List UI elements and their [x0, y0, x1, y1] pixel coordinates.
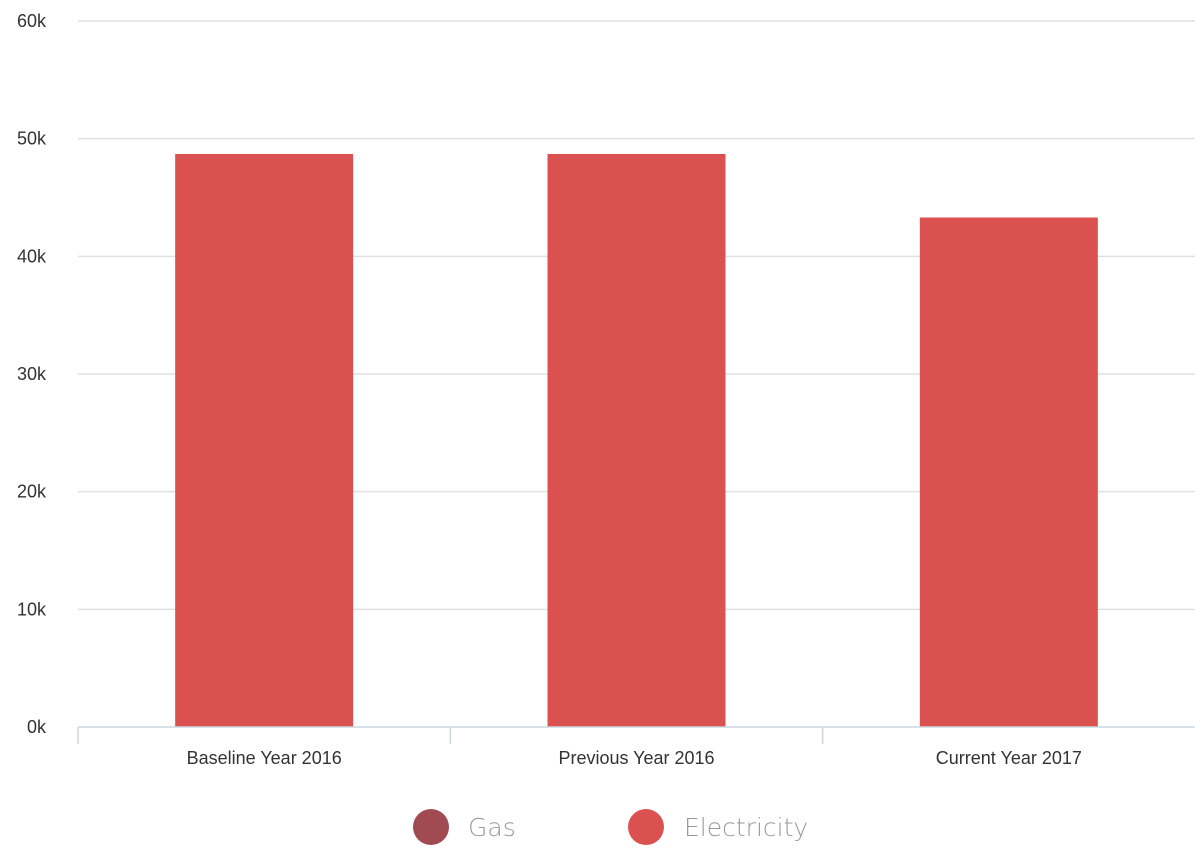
y-tick-label: 50k [17, 129, 47, 149]
y-tick-label: 30k [17, 364, 47, 384]
legend-label: Electricity [684, 813, 808, 842]
y-tick-label: 40k [17, 246, 47, 266]
legend-item-electricity[interactable]: Electricity [628, 809, 808, 845]
legend-item-gas[interactable]: Gas [413, 809, 516, 845]
bar-electricity[interactable] [919, 217, 1098, 727]
x-axis-tick-labels: Baseline Year 2016 Previous Year 2016 Curr… [187, 748, 1082, 768]
legend-marker [413, 809, 449, 845]
x-tick-label: Current Year 2017 [936, 748, 1082, 768]
y-tick-label: 20k [17, 482, 47, 502]
legend-marker [628, 809, 664, 845]
bar-electricity[interactable] [547, 153, 726, 728]
y-axis-tick-labels: 0k 10k 20k 30k 40k 50k 60k [17, 11, 47, 737]
x-tick-label: Baseline Year 2016 [187, 748, 342, 768]
y-tick-label: 10k [17, 599, 47, 619]
legend: Gas Electricity [413, 809, 808, 845]
legend-label: Gas [468, 813, 516, 842]
y-tick-label: 60k [17, 11, 47, 31]
y-tick-label: 0k [27, 717, 47, 737]
bar-electricity[interactable] [175, 153, 354, 728]
bars [175, 153, 1098, 728]
x-axis [77, 726, 1195, 744]
x-tick-label: Previous Year 2016 [558, 748, 714, 768]
